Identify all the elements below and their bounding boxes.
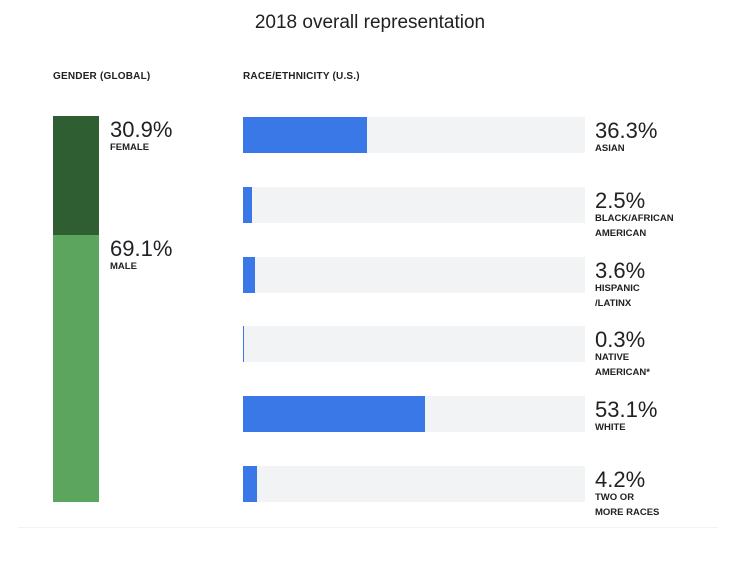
race-category-label-line: ASIAN — [595, 143, 625, 154]
race-value-label: 0.3% — [595, 327, 646, 353]
race-category-label: NATIVE AMERICAN* — [595, 350, 715, 380]
gender-category-label: FEMALE — [110, 142, 150, 153]
race-category-label-line: BLACK/AFRICAN — [595, 212, 674, 224]
race-value-label: 2.5% — [595, 187, 646, 213]
race-value-label: 3.6% — [595, 257, 646, 283]
race-section-label: RACE/ETHNICITY (U.S.) — [243, 71, 360, 82]
race-category-label-line: AMERICAN — [595, 227, 647, 239]
race-bar — [243, 256, 256, 293]
race-category-label-line: MORE RACES — [595, 507, 660, 518]
race-category-label: TWO OR MORE RACES — [595, 490, 715, 520]
race-bar-track — [243, 326, 585, 363]
chart-title: 2018 overall representation — [254, 12, 486, 33]
race-bar — [243, 186, 252, 223]
race-category-label: WHITE — [595, 420, 715, 435]
race-category-label-line: /LATINX — [595, 297, 632, 309]
gender-bar-segment-male — [53, 235, 99, 502]
race-value-label: 53.1% — [595, 397, 658, 423]
race-bar — [243, 117, 368, 153]
race-bar-track — [243, 396, 585, 433]
race-bar-track — [243, 256, 585, 293]
gender-bar-segment-female — [53, 116, 99, 236]
race-bar-track — [243, 186, 585, 223]
footer-divider — [18, 527, 718, 528]
race-value-label: 4.2% — [595, 467, 646, 492]
race-bar-track — [243, 117, 585, 153]
gender-stacked-bar — [53, 116, 99, 502]
race-category-label-line: TWO OR — [595, 492, 635, 503]
race-value-label: 36.3% — [595, 118, 658, 143]
race-category-label-line: WHITE — [595, 422, 626, 434]
race-bar-track — [243, 466, 585, 502]
race-bar — [243, 396, 425, 433]
race-category-label-line: HISPANIC — [595, 282, 640, 294]
race-bar — [243, 326, 245, 363]
race-category-label-line: AMERICAN* — [595, 367, 650, 379]
race-bar — [243, 466, 258, 502]
race-category-label: ASIAN — [595, 141, 715, 156]
gender-value-label: 30.9% — [110, 117, 173, 142]
gender-value-label: 69.1% — [110, 236, 173, 262]
gender-section-label: GENDER (GLOBAL) — [53, 71, 151, 82]
race-category-label: HISPANIC/LATINX — [595, 281, 715, 311]
race-category-label-line: NATIVE — [595, 352, 630, 364]
gender-category-label: MALE — [110, 261, 137, 273]
race-category-label: BLACK/AFRICAN AMERICAN — [595, 211, 715, 241]
